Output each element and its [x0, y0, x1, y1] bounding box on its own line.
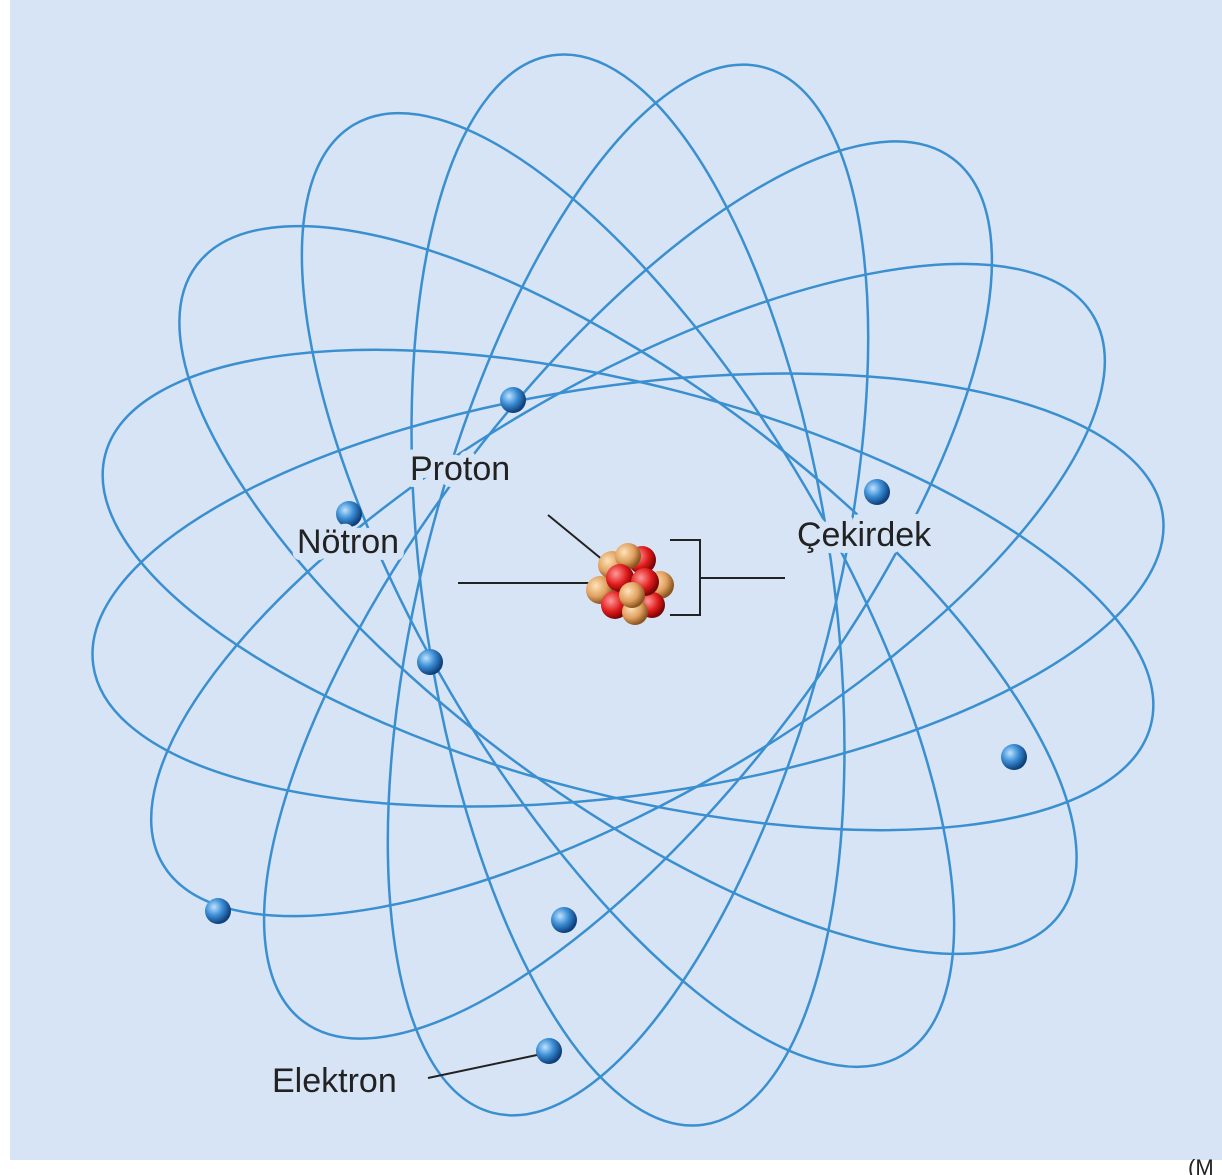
- electron: [500, 387, 526, 413]
- neutron-label: Nötron: [297, 523, 399, 561]
- electron: [1001, 744, 1027, 770]
- nucleus-label: Çekirdek: [797, 516, 932, 554]
- credit: (M: [1188, 1155, 1214, 1175]
- atom-diagram: Proton Nötron Çekirdek Elektron (M: [0, 0, 1222, 1175]
- electron: [551, 907, 577, 933]
- proton-label: Proton: [410, 450, 510, 488]
- electron: [417, 649, 443, 675]
- electron: [536, 1038, 562, 1064]
- electron: [205, 898, 231, 924]
- electron: [864, 479, 890, 505]
- electron-label: Elektron: [272, 1062, 397, 1100]
